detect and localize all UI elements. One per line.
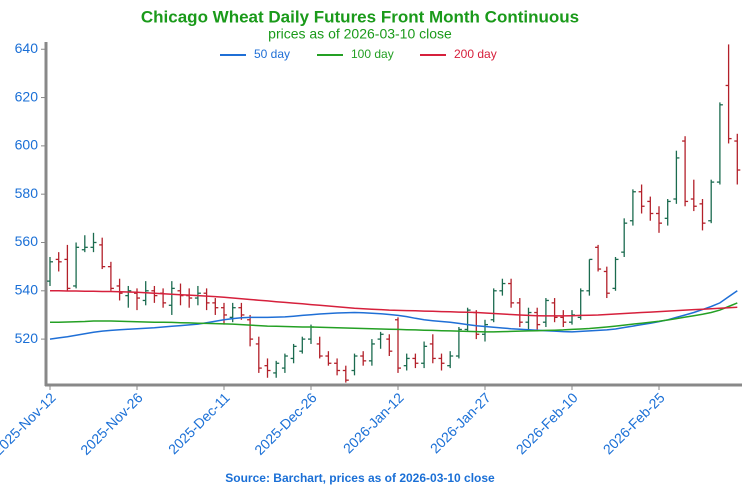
x-tick-label: 2026-Feb-25 xyxy=(600,389,668,457)
ma-line xyxy=(50,290,738,317)
y-tick-label: 520 xyxy=(15,330,39,346)
ma-line xyxy=(49,290,738,340)
x-tick-label: 2025-Nov-26 xyxy=(77,389,146,458)
source-note: Source: Barchart, prices as of 2026-03-1… xyxy=(225,471,495,485)
y-tick-label: 620 xyxy=(15,88,39,104)
legend-label: 200 day xyxy=(454,47,497,61)
ma-line xyxy=(50,302,738,333)
x-tick-label: 2026-Jan-27 xyxy=(427,389,494,456)
x-tick-label: 2026-Feb-10 xyxy=(513,389,581,457)
y-tick-label: 540 xyxy=(15,281,39,297)
chart-title: Chicago Wheat Daily Futures Front Month … xyxy=(141,7,579,26)
y-tick-label: 640 xyxy=(15,40,39,56)
y-tick-label: 560 xyxy=(15,233,39,249)
x-tick-label: 2025-Dec-11 xyxy=(165,389,233,457)
y-tick-label: 600 xyxy=(15,137,39,153)
x-tick-label: 2025-Nov-12 xyxy=(0,389,59,458)
x-tick-label: 2026-Jan-12 xyxy=(340,389,407,456)
legend-label: 100 day xyxy=(351,47,394,61)
y-tick-label: 580 xyxy=(15,185,39,201)
x-tick-label: 2025-Dec-26 xyxy=(251,389,320,458)
legend-label: 50 day xyxy=(254,47,290,61)
chart-subtitle: prices as of 2026-03-10 close xyxy=(268,26,452,42)
